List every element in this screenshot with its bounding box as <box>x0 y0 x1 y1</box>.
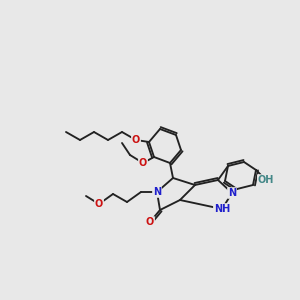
Text: O: O <box>95 199 103 209</box>
Text: NH: NH <box>214 204 230 214</box>
Text: OH: OH <box>258 175 274 185</box>
Text: N: N <box>153 187 161 197</box>
Text: O: O <box>139 158 147 168</box>
Text: O: O <box>132 135 140 145</box>
Text: N: N <box>228 188 236 198</box>
Text: O: O <box>146 217 154 227</box>
